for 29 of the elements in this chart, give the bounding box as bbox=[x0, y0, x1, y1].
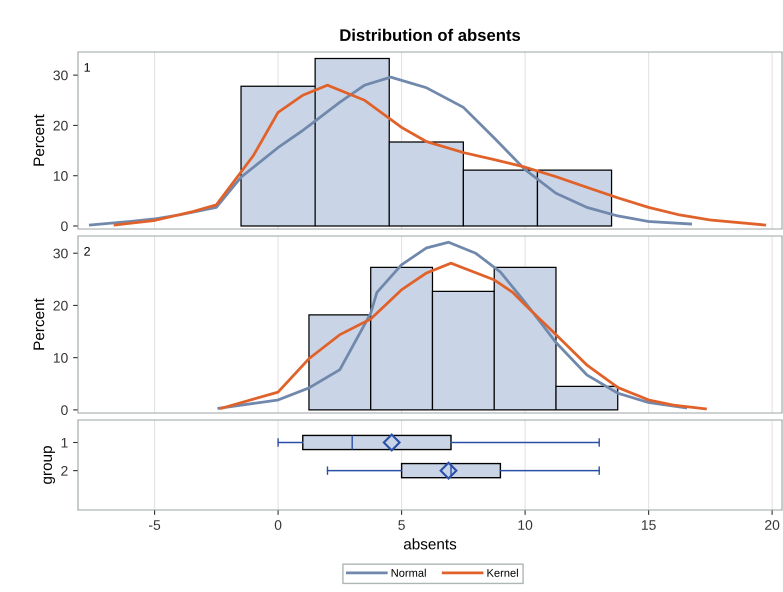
y-tick-label: 0 bbox=[61, 405, 68, 416]
y-tick-label: 2 bbox=[61, 466, 68, 476]
y-tick-label: 30 bbox=[53, 70, 68, 80]
y-tick-label: 10 bbox=[54, 352, 68, 363]
line-series bbox=[217, 240, 688, 410]
x-tick-label: 0 bbox=[274, 520, 282, 530]
x-tick-label: -5 bbox=[149, 520, 160, 530]
x-tick-label: 5 bbox=[398, 520, 405, 530]
line-series bbox=[114, 84, 766, 226]
annotation: 1 bbox=[84, 63, 90, 72]
y-axis-title: Percent bbox=[34, 298, 44, 350]
y-tick-label: 0 bbox=[61, 221, 68, 232]
annotation: 2 bbox=[84, 246, 90, 256]
y-tick-label: 1 bbox=[62, 438, 68, 448]
y-tick-label: 10 bbox=[54, 171, 68, 181]
legend-label: Kernel bbox=[487, 568, 518, 577]
y-axis-title: Percent bbox=[34, 114, 44, 166]
line-series bbox=[88, 76, 692, 226]
chart-title: Distribution of absents bbox=[340, 28, 520, 42]
y-tick-label: 20 bbox=[54, 300, 68, 311]
line-series bbox=[220, 262, 707, 410]
y-tick-label: 20 bbox=[54, 120, 68, 131]
x-tick-label: 15 bbox=[642, 520, 656, 530]
y-axis-title: group bbox=[44, 446, 55, 484]
y-tick-label: 30 bbox=[53, 248, 68, 258]
x-tick-label: 20 bbox=[765, 520, 780, 530]
x-axis-title: absents bbox=[404, 538, 456, 550]
legend-label: Normal bbox=[392, 568, 426, 577]
x-tick-label: 10 bbox=[518, 520, 532, 530]
